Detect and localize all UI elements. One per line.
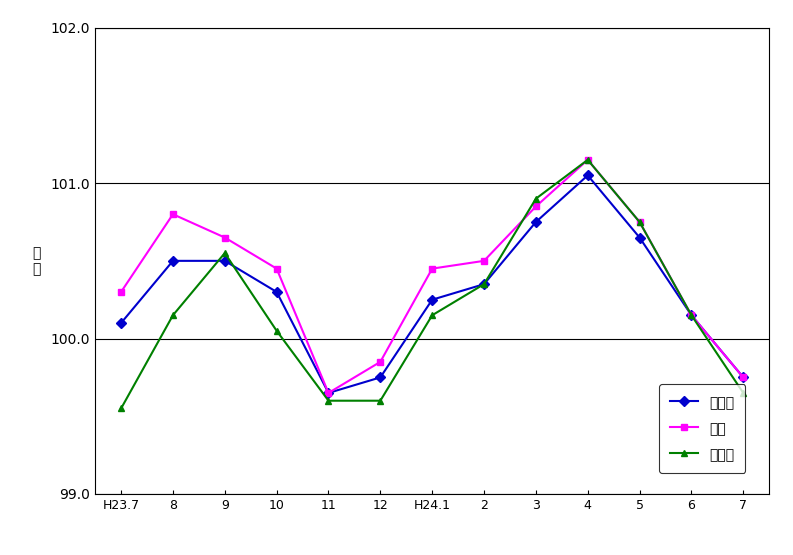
津市 bbox=[531, 203, 541, 210]
津市 bbox=[272, 265, 282, 272]
津市 bbox=[738, 374, 748, 381]
松阪市 bbox=[324, 397, 333, 404]
松阪市 bbox=[531, 195, 541, 202]
松阪市 bbox=[479, 281, 488, 287]
松阪市 bbox=[583, 157, 592, 163]
松阪市 bbox=[635, 219, 645, 225]
Y-axis label: 指
数: 指 数 bbox=[33, 246, 41, 276]
津市 bbox=[376, 359, 385, 365]
三重県 bbox=[324, 390, 333, 396]
津市 bbox=[117, 289, 126, 295]
松阪市 bbox=[220, 250, 229, 256]
三重県 bbox=[738, 374, 748, 381]
三重県 bbox=[272, 289, 282, 295]
三重県 bbox=[427, 296, 437, 303]
三重県 bbox=[168, 258, 178, 264]
三重県 bbox=[117, 320, 126, 326]
津市 bbox=[427, 265, 437, 272]
津市 bbox=[220, 234, 229, 241]
Line: 三重県: 三重県 bbox=[117, 172, 747, 396]
三重県 bbox=[635, 234, 645, 241]
津市 bbox=[479, 258, 488, 264]
津市 bbox=[687, 312, 696, 319]
三重県 bbox=[376, 374, 385, 381]
三重県 bbox=[531, 219, 541, 225]
三重県 bbox=[220, 258, 229, 264]
津市 bbox=[168, 211, 178, 218]
松阪市 bbox=[427, 312, 437, 319]
三重県 bbox=[479, 281, 488, 287]
三重県 bbox=[583, 172, 592, 179]
松阪市 bbox=[738, 390, 748, 396]
松阪市 bbox=[687, 312, 696, 319]
三重県 bbox=[687, 312, 696, 319]
津市 bbox=[583, 157, 592, 163]
Line: 松阪市: 松阪市 bbox=[117, 157, 747, 412]
Line: 津市: 津市 bbox=[117, 157, 747, 396]
松阪市 bbox=[117, 405, 126, 412]
津市 bbox=[635, 219, 645, 225]
松阪市 bbox=[272, 327, 282, 334]
松阪市 bbox=[168, 312, 178, 319]
津市 bbox=[324, 390, 333, 396]
Legend: 三重県, 津市, 松阪市: 三重県, 津市, 松阪市 bbox=[659, 384, 745, 473]
松阪市 bbox=[376, 397, 385, 404]
